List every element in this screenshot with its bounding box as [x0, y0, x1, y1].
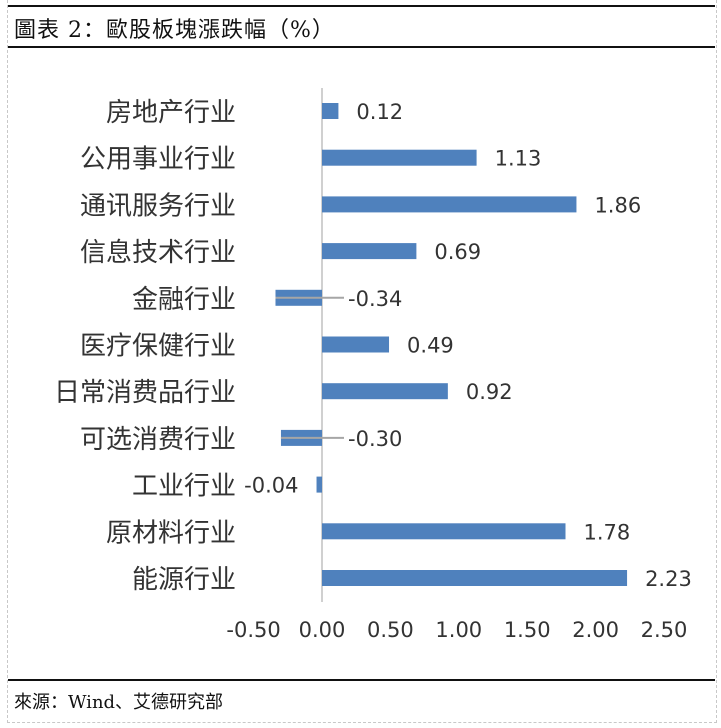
category-label: 工业行业	[132, 472, 236, 502]
category-label: 可选消费行业	[80, 425, 236, 455]
bar	[316, 476, 322, 493]
x-tick-label: -0.50	[226, 618, 280, 642]
source-rule	[8, 679, 715, 681]
bar	[322, 149, 477, 166]
bar	[322, 523, 566, 540]
x-tick-label: 2.50	[641, 618, 688, 642]
data-label: -0.30	[348, 427, 402, 451]
category-label: 房地产行业	[106, 98, 236, 128]
category-label: 医疗保健行业	[80, 332, 236, 362]
top-rule	[8, 5, 715, 7]
data-label: 0.49	[407, 334, 454, 358]
category-label: 日常消费品行业	[54, 378, 236, 408]
bar	[322, 243, 417, 260]
category-label: 信息技术行业	[80, 238, 236, 268]
data-label: -0.34	[348, 287, 402, 311]
bar	[322, 570, 628, 586]
x-tick-label: 2.00	[572, 618, 619, 642]
x-tick-label: 0.00	[299, 618, 346, 642]
chart-title: 圖表 2：歐股板塊漲跌幅（%）	[14, 18, 335, 43]
data-label: 0.92	[466, 380, 513, 404]
data-label: 1.13	[495, 147, 542, 171]
x-tick-label: 1.00	[435, 618, 482, 642]
bar	[322, 103, 339, 119]
bar	[322, 336, 390, 353]
data-label: 1.78	[584, 520, 631, 544]
category-label: 通讯服务行业	[80, 191, 236, 221]
title-rule	[8, 46, 715, 48]
category-label: 金融行业	[132, 285, 236, 315]
data-label: 0.12	[356, 100, 403, 124]
category-label: 能源行业	[132, 565, 236, 595]
x-tick-label: 0.50	[367, 618, 414, 642]
data-label: 1.86	[594, 193, 641, 217]
data-label: 0.69	[434, 240, 481, 264]
data-label: -0.04	[244, 474, 298, 498]
source-note: 來源：Wind、艾德研究部	[14, 692, 224, 713]
figure-frame	[7, 0, 717, 723]
category-label: 原材料行业	[106, 518, 236, 548]
x-tick-label: 1.50	[504, 618, 551, 642]
bar	[322, 383, 448, 400]
data-label: 2.23	[645, 567, 692, 591]
bar	[322, 196, 577, 213]
category-label: 公用事业行业	[80, 145, 236, 175]
